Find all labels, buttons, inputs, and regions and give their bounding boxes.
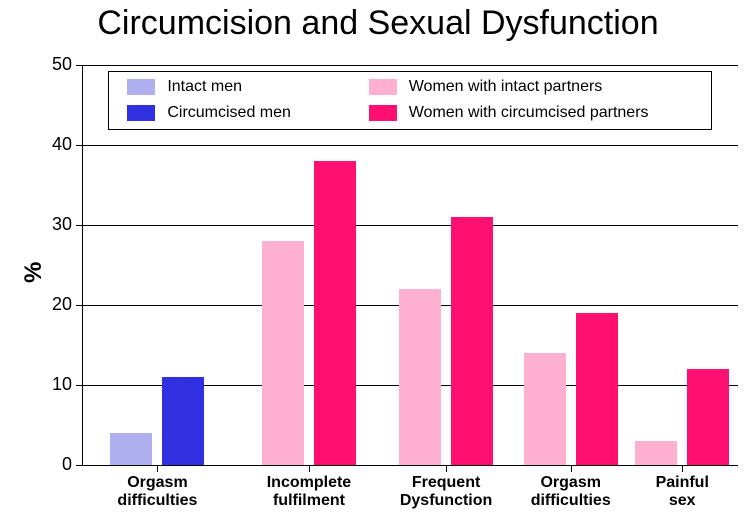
y-tick bbox=[76, 465, 82, 466]
legend: Intact men Circumcised men Women with inta… bbox=[108, 71, 712, 130]
grid-line bbox=[82, 465, 738, 466]
x-tick-label: Painfulsex bbox=[607, 474, 756, 510]
x-tick bbox=[446, 465, 447, 472]
legend-item: Intact men bbox=[127, 78, 242, 96]
x-tick-label: Incompletefulfilment bbox=[234, 474, 384, 510]
bar bbox=[635, 441, 677, 465]
y-tick bbox=[76, 145, 82, 146]
legend-label: Women with intact partners bbox=[409, 78, 603, 96]
y-tick-label: 30 bbox=[32, 214, 72, 235]
bar bbox=[399, 289, 441, 465]
bar bbox=[451, 217, 493, 465]
chart-stage: Circumcision and Sexual Dysfunction % 0 1… bbox=[0, 0, 756, 532]
legend-label: Intact men bbox=[167, 78, 242, 96]
legend-label: Circumcised men bbox=[167, 104, 291, 122]
y-axis-line bbox=[82, 65, 83, 465]
legend-swatch bbox=[127, 79, 155, 95]
bar bbox=[162, 377, 204, 465]
x-tick bbox=[682, 465, 683, 472]
y-tick bbox=[76, 305, 82, 306]
legend-swatch bbox=[369, 105, 397, 121]
y-tick-label: 0 bbox=[32, 454, 72, 475]
bar bbox=[524, 353, 566, 465]
y-tick-label: 10 bbox=[32, 374, 72, 395]
y-tick-label: 50 bbox=[32, 54, 72, 75]
x-tick-label: Orgasmdifficulties bbox=[82, 474, 232, 510]
y-tick-label: 20 bbox=[32, 294, 72, 315]
y-tick bbox=[76, 385, 82, 386]
y-axis-label: % bbox=[20, 262, 48, 283]
bar bbox=[110, 433, 152, 465]
bar bbox=[687, 369, 729, 465]
legend-item: Women with intact partners bbox=[369, 78, 603, 96]
bar bbox=[262, 241, 304, 465]
grid-line bbox=[82, 225, 738, 226]
chart-title: Circumcision and Sexual Dysfunction bbox=[0, 4, 756, 43]
legend-item: Circumcised men bbox=[127, 104, 291, 122]
legend-swatch bbox=[369, 79, 397, 95]
x-tick bbox=[571, 465, 572, 472]
bar bbox=[314, 161, 356, 465]
grid-line bbox=[82, 65, 738, 66]
x-tick bbox=[309, 465, 310, 472]
x-tick bbox=[157, 465, 158, 472]
grid-line bbox=[82, 145, 738, 146]
legend-swatch bbox=[127, 105, 155, 121]
legend-item: Women with circumcised partners bbox=[369, 104, 649, 122]
y-tick bbox=[76, 225, 82, 226]
bar bbox=[576, 313, 618, 465]
y-tick bbox=[76, 65, 82, 66]
y-tick-label: 40 bbox=[32, 134, 72, 155]
legend-label: Women with circumcised partners bbox=[409, 104, 649, 122]
